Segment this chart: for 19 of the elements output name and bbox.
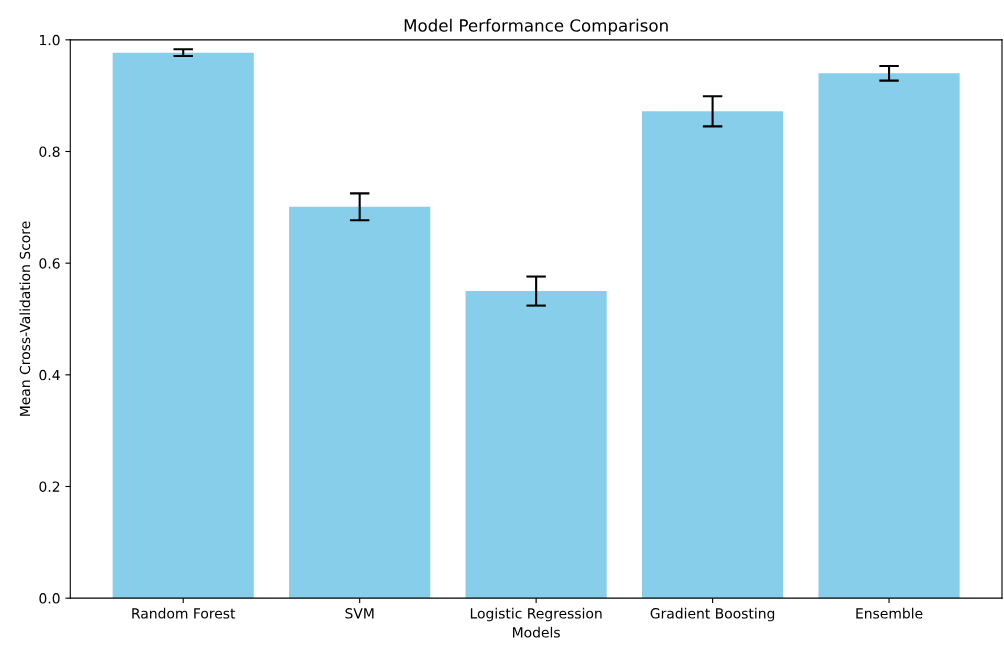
bar [112,52,254,599]
x-tick-label: Random Forest [132,607,236,619]
x-tick-label: Ensemble [856,607,923,619]
y-tick-label: 1.0 [40,34,60,46]
x-tick-label: SVM [345,608,374,619]
y-tick-label: 0.0 [39,593,60,604]
y-tick-label: 0.4 [39,369,60,381]
x-tick-label: Logistic Regression [470,607,602,622]
y-tick-label: 0.6 [39,258,60,269]
chart-title: Model Performance Comparison [404,18,668,35]
y-tick-label: 0.2 [39,481,60,492]
x-axis-title: Models [513,626,560,638]
bar [642,111,784,599]
bar [818,73,960,599]
bar [465,291,607,599]
x-tick-label: Gradient Boosting [650,607,775,622]
y-axis-title: Mean Cross-Validation Score [19,221,31,416]
bar [289,206,431,599]
y-tick-label: 0.8 [39,146,60,157]
